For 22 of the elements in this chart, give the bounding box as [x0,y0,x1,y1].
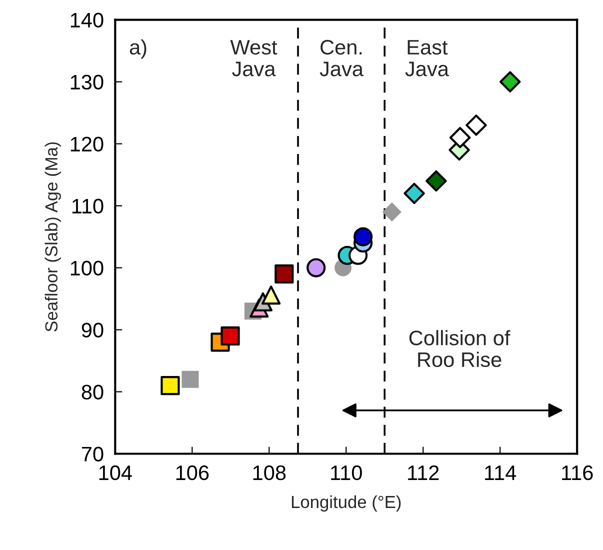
y-axis-title: Seafloor (Slab) Age (Ma) [44,142,61,332]
x-tick-label: 116 [562,465,593,480]
annotation: a) [130,39,146,59]
x-tick-label: 110 [331,465,362,480]
y-tick-label: 100 [70,260,104,276]
x-axis-title: Longitude (°E) [292,495,401,512]
annotation: Collision of Roo Rise [409,330,510,368]
y-tick-label: 80 [82,384,104,400]
x-tick-label: 106 [176,465,209,480]
x-tick-label: 104 [99,465,132,480]
y-tick-label: 140 [70,12,104,28]
y-tick-label: 90 [82,322,104,338]
x-tick-label: 112 [408,465,439,480]
annotation: Cen. Java [320,40,364,76]
y-tick-label: 120 [70,136,104,152]
y-tick-label: 70 [82,446,104,462]
annotation: West Java [230,40,278,76]
y-tick-label: 130 [70,74,104,90]
y-tick-label: 110 [72,198,104,214]
annotation: East Java [405,40,449,76]
x-tick-label: 114 [485,466,516,480]
x-tick-label: 108 [253,465,286,480]
